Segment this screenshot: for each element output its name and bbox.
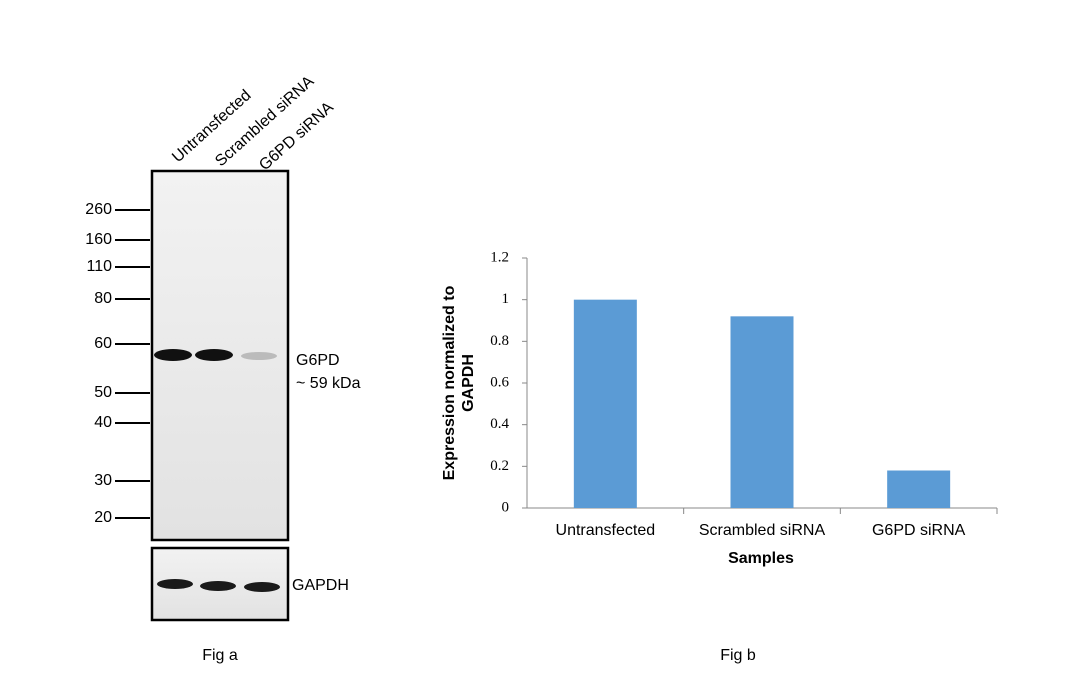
x-tick-label: Scrambled siRNA bbox=[699, 522, 826, 539]
y-tick-label: 0.4 bbox=[490, 416, 509, 432]
y-axis-title: Expression normalized to GAPDH bbox=[441, 285, 477, 480]
band bbox=[157, 579, 193, 589]
x-tick-label: G6PD siRNA bbox=[872, 522, 966, 539]
marker-label: 50 bbox=[94, 384, 112, 401]
band bbox=[244, 582, 280, 592]
caption: Fig a bbox=[202, 647, 238, 664]
marker-label: 80 bbox=[94, 290, 112, 307]
y-tick-label: 1 bbox=[502, 291, 510, 307]
band bbox=[154, 349, 192, 361]
y-tick-label: 0.6 bbox=[490, 374, 509, 390]
bar bbox=[887, 470, 951, 508]
y-axis-title-line: Expression normalized to bbox=[441, 285, 458, 480]
bar bbox=[573, 299, 637, 508]
band bbox=[195, 349, 233, 361]
marker-label: 20 bbox=[94, 509, 112, 526]
marker-label: 160 bbox=[85, 231, 112, 248]
marker-label: 40 bbox=[94, 414, 112, 431]
bar bbox=[730, 316, 794, 508]
band bbox=[241, 352, 277, 360]
caption: Fig b bbox=[720, 647, 756, 664]
x-axis-title: Samples bbox=[728, 550, 794, 567]
band-size: ~ 59 kDa bbox=[296, 375, 361, 392]
western-blot: G6PD ~ 59 kDa GAPDH Fig a bbox=[150, 169, 361, 664]
x-tick-label: Untransfected bbox=[556, 522, 656, 539]
bar-chart: Fig b Samples Expression normalized to G… bbox=[441, 258, 997, 664]
marker-label: 30 bbox=[94, 472, 112, 489]
loading-label: GAPDH bbox=[292, 577, 349, 594]
marker-label: 110 bbox=[86, 258, 112, 275]
band-label: G6PD bbox=[296, 352, 340, 369]
marker-label: 60 bbox=[94, 335, 112, 352]
lane-label: Untransfected bbox=[169, 87, 254, 166]
y-tick-label: 0.8 bbox=[490, 333, 509, 349]
y-tick-label: 1.2 bbox=[490, 249, 509, 265]
y-axis-title-line: GAPDH bbox=[460, 354, 477, 412]
marker-label: 260 bbox=[85, 201, 112, 218]
y-tick-label: 0 bbox=[502, 499, 510, 515]
band bbox=[200, 581, 236, 591]
y-tick-label: 0.2 bbox=[490, 458, 509, 474]
